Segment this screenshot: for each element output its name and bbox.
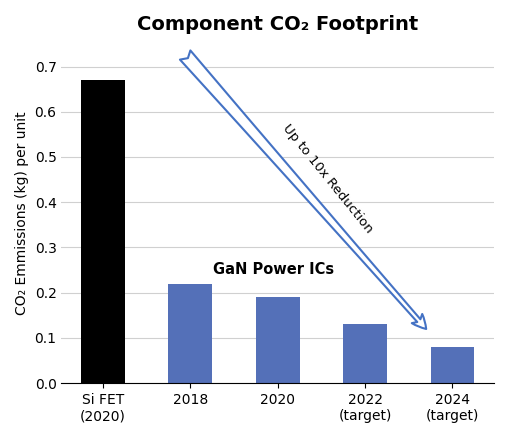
Text: GaN Power ICs: GaN Power ICs xyxy=(213,262,334,277)
Text: Up to 10x Reduction: Up to 10x Reduction xyxy=(280,121,375,235)
Bar xyxy=(343,324,387,383)
Bar xyxy=(81,80,125,383)
Bar xyxy=(431,347,474,383)
Bar xyxy=(168,283,212,383)
Y-axis label: CO₂ Emmissions (kg) per unit: CO₂ Emmissions (kg) per unit xyxy=(15,112,29,315)
Title: Component CO₂ Footprint: Component CO₂ Footprint xyxy=(137,15,418,34)
Bar xyxy=(256,297,300,383)
